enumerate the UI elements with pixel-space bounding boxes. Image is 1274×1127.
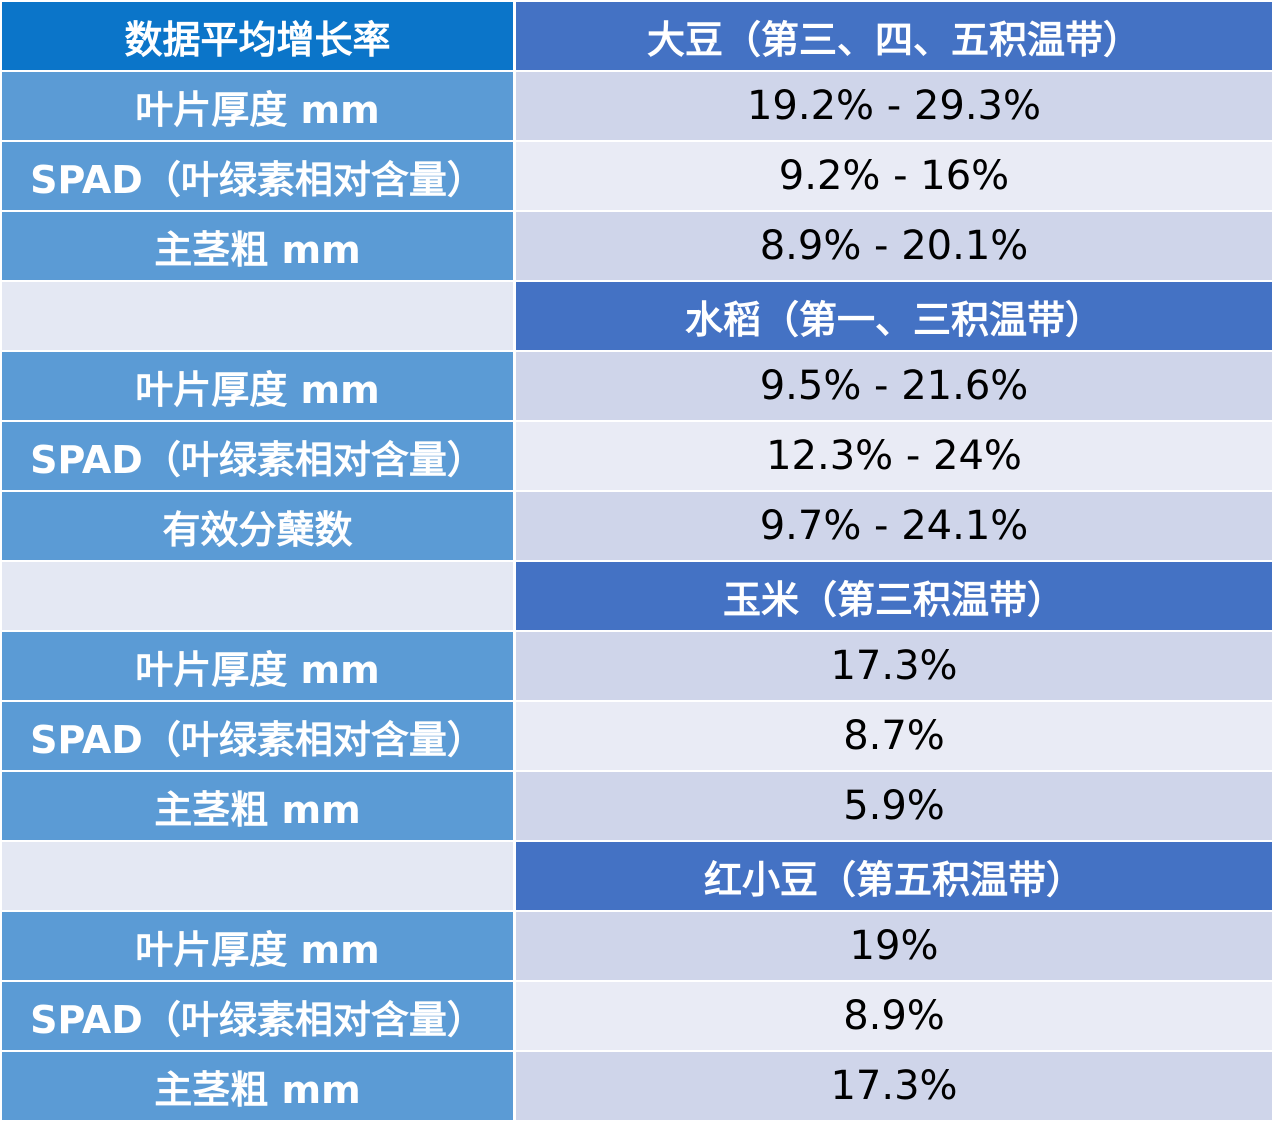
metric-label: 叶片厚度 mm <box>2 72 516 142</box>
table-header-row: 数据平均增长率 大豆（第三、四、五积温带） <box>2 2 1272 72</box>
metric-value: 19% <box>516 912 1272 982</box>
metric-label: 有效分蘖数 <box>2 492 516 562</box>
metric-value: 12.3% - 24% <box>516 422 1272 492</box>
metric-label: SPAD（叶绿素相对含量） <box>2 422 516 492</box>
table-row: 叶片厚度 mm 19% <box>2 912 1272 982</box>
metric-value: 9.2% - 16% <box>516 142 1272 212</box>
metric-label: SPAD（叶绿素相对含量） <box>2 982 516 1052</box>
metric-label: 叶片厚度 mm <box>2 632 516 702</box>
metric-value: 17.3% <box>516 632 1272 702</box>
empty-cell <box>2 562 516 632</box>
section-header-rice: 水稻（第一、三积温带） <box>516 282 1272 352</box>
metric-value: 8.9% - 20.1% <box>516 212 1272 282</box>
section-row-corn: 玉米（第三积温带） <box>2 562 1272 632</box>
table-row: 主茎粗 mm 8.9% - 20.1% <box>2 212 1272 282</box>
table-row: 主茎粗 mm 5.9% <box>2 772 1272 842</box>
table-row: SPAD（叶绿素相对含量） 8.9% <box>2 982 1272 1052</box>
metric-value: 19.2% - 29.3% <box>516 72 1272 142</box>
table-row: 叶片厚度 mm 9.5% - 21.6% <box>2 352 1272 422</box>
table-row: 主茎粗 mm 17.3% <box>2 1052 1272 1122</box>
section-row-red-bean: 红小豆（第五积温带） <box>2 842 1272 912</box>
table-row: SPAD（叶绿素相对含量） 12.3% - 24% <box>2 422 1272 492</box>
empty-cell <box>2 842 516 912</box>
metric-value: 8.7% <box>516 702 1272 772</box>
section-header-soybean: 大豆（第三、四、五积温带） <box>516 2 1272 72</box>
empty-cell <box>2 282 516 352</box>
metric-label: 主茎粗 mm <box>2 212 516 282</box>
metric-value: 9.7% - 24.1% <box>516 492 1272 562</box>
metric-label: 主茎粗 mm <box>2 772 516 842</box>
metric-label: 叶片厚度 mm <box>2 912 516 982</box>
metric-value: 5.9% <box>516 772 1272 842</box>
metric-label: 主茎粗 mm <box>2 1052 516 1122</box>
section-header-red-bean: 红小豆（第五积温带） <box>516 842 1272 912</box>
metric-label: 叶片厚度 mm <box>2 352 516 422</box>
table-row: 叶片厚度 mm 19.2% - 29.3% <box>2 72 1272 142</box>
metric-label: SPAD（叶绿素相对含量） <box>2 142 516 212</box>
table-row: SPAD（叶绿素相对含量） 8.7% <box>2 702 1272 772</box>
table-row: SPAD（叶绿素相对含量） 9.2% - 16% <box>2 142 1272 212</box>
metric-value: 17.3% <box>516 1052 1272 1122</box>
table-row: 有效分蘖数 9.7% - 24.1% <box>2 492 1272 562</box>
section-header-corn: 玉米（第三积温带） <box>516 562 1272 632</box>
table-row: 叶片厚度 mm 17.3% <box>2 632 1272 702</box>
metric-column-header: 数据平均增长率 <box>2 2 516 72</box>
metric-value: 8.9% <box>516 982 1272 1052</box>
metric-label: SPAD（叶绿素相对含量） <box>2 702 516 772</box>
metric-value: 9.5% - 21.6% <box>516 352 1272 422</box>
section-row-rice: 水稻（第一、三积温带） <box>2 282 1272 352</box>
